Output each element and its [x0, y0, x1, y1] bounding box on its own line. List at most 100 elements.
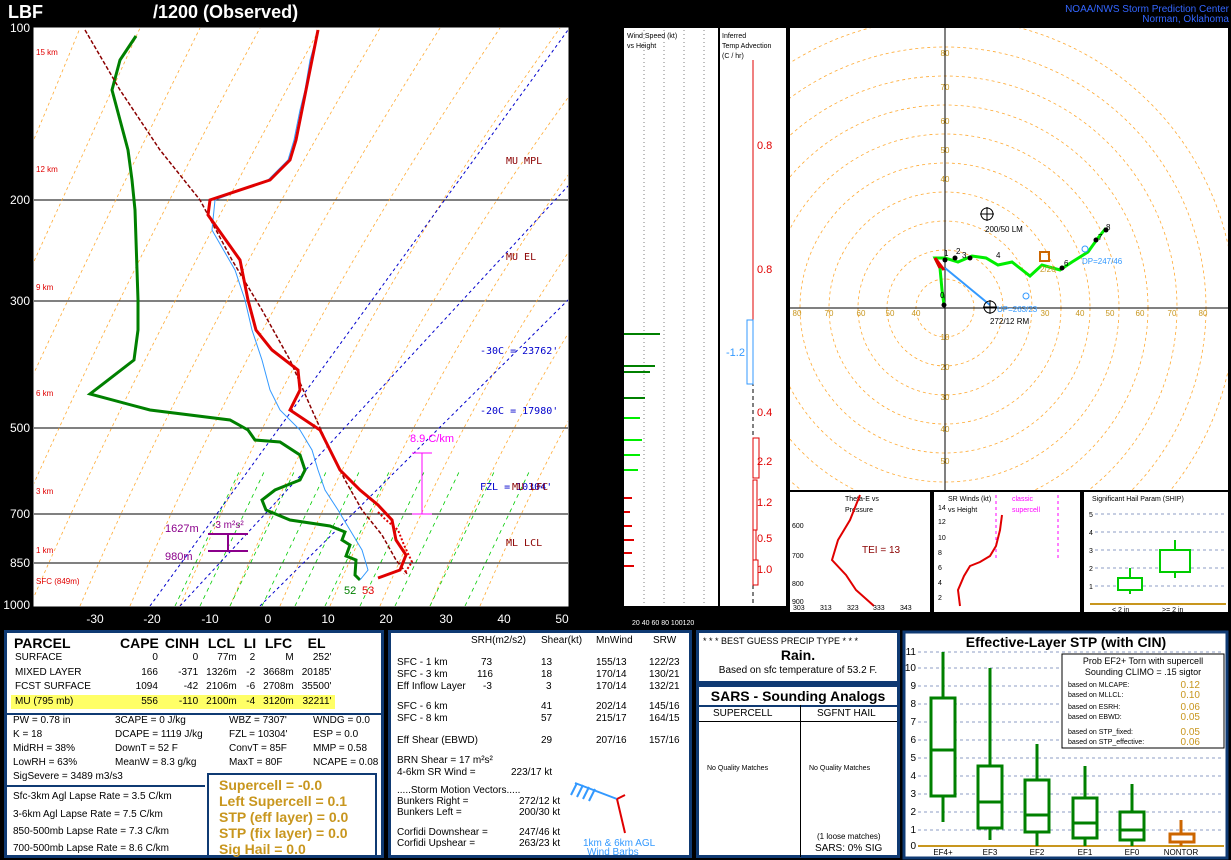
- stat-fzl: FZL = 10304': [229, 729, 288, 740]
- kin-h-mnwind: MnWind: [596, 635, 633, 646]
- org-name: NOAA/NWS Storm Prediction Center: [1065, 4, 1230, 15]
- skewt-panel: 100 200 300 500 700 850 1000 -30 -20 -10…: [3, 21, 611, 626]
- wind-speed-bars: [624, 333, 660, 399]
- lapse-850500: 850-500mb Lapse Rate = 7.3 C/km: [13, 826, 169, 837]
- srwinds-t10: 10: [938, 535, 946, 542]
- sars-nq2: No Quality Matches: [809, 765, 871, 772]
- label-lm: 200/50 LM: [985, 225, 1023, 234]
- h-label-15: 15 km: [36, 48, 58, 57]
- thetae-x3: 323: [847, 605, 859, 612]
- parcel-cell: 0: [152, 652, 158, 663]
- tadv-bars: [752, 60, 760, 586]
- tadv-units: (C / hr): [722, 53, 744, 60]
- parcel-h6: EL: [307, 635, 326, 651]
- p-label-100: 100: [10, 21, 30, 35]
- p-label-200: 200: [10, 193, 30, 207]
- kin-r5-shear: 57: [541, 713, 553, 724]
- parcel-cell: 556: [117, 694, 162, 709]
- parcel-cell: 77m: [217, 652, 237, 663]
- kin-r6-mnwind: 207/16: [596, 735, 627, 746]
- srwinds-trace: [956, 514, 1003, 607]
- wind-panel-title: Wind Speed (kt): [627, 33, 677, 40]
- parcel-cell: 32211': [297, 694, 336, 709]
- hodo-tick-e50: 50: [1106, 309, 1115, 318]
- hodo-tick-w40: 40: [912, 309, 921, 318]
- parcel-cell: 252': [312, 652, 332, 663]
- t-label-50: 50: [555, 612, 569, 626]
- srwinds-t6: 6: [938, 565, 942, 572]
- hodo-tick-w80: 80: [793, 309, 802, 318]
- parcel-row: SURFACE 0 0 77m 2 M 252': [11, 651, 335, 666]
- h-label-3: 3 km: [36, 487, 54, 496]
- isobars: [34, 199, 568, 564]
- cs-marker: [1039, 251, 1050, 262]
- stp-cat-ef2: EF2: [1030, 848, 1045, 857]
- mixing-ratio-lines: [174, 469, 531, 606]
- tadv-val-3: -1.2: [726, 347, 745, 359]
- hodo-tick-e80: 80: [1199, 309, 1208, 318]
- param-stp-fix: STP (fix layer) = 0.0: [219, 825, 348, 841]
- thetae-tei: TEI = 13: [862, 545, 901, 556]
- parcel-cell: -4: [240, 694, 260, 709]
- hodo-tick-n40: 40: [941, 175, 950, 184]
- parcel-cell: M: [285, 652, 294, 663]
- hodo-h6: 6: [1064, 259, 1069, 268]
- stat-wbz: WBZ = 7307': [229, 715, 287, 726]
- wind-panel-subtitle: vs Height: [627, 43, 656, 50]
- thetae-y1: 600: [792, 523, 804, 530]
- sars-title: SARS - Sounding Analogs: [710, 688, 886, 704]
- stp-prob-l4: based on EBWD:: [1068, 714, 1122, 721]
- lapse-36: 3-6km Agl Lapse Rate = 7.5 C/km: [13, 809, 163, 820]
- hodograph-frame: [790, 28, 1228, 490]
- stp-y11: 11: [906, 647, 917, 658]
- agl-barbs-label: 1km & 6km AGL: [583, 838, 656, 849]
- precip-type: Rain.: [780, 647, 816, 663]
- kin-r3-srh: -3: [483, 681, 492, 692]
- stp-y7: 7: [910, 717, 916, 728]
- srwinds-t14: 14: [938, 505, 946, 512]
- ship-panel: Significant Hail Param (SHIP) 5 4 3 2 1 …: [1084, 492, 1228, 614]
- kin-r4-label: SFC - 6 km: [397, 701, 448, 712]
- hodo-tick-e70: 70: [1168, 309, 1177, 318]
- tadv-val-7: 0.5: [757, 533, 772, 545]
- kin-storm-title: .....Storm Motion Vectors.....: [397, 785, 521, 796]
- label-dp: DP=247/46: [1082, 257, 1123, 266]
- stat-esp: ESP = 0.0: [313, 729, 359, 740]
- precip-panel: * * * BEST GUESS PRECIP TYPE * * * Rain.…: [696, 630, 900, 684]
- parcel-cell: 35500': [301, 681, 332, 692]
- stp-prob-v6: 0.06: [1181, 737, 1201, 748]
- stat-ncape: NCAPE = 0.08: [313, 757, 379, 768]
- obs-time: /1200 (Observed): [153, 2, 298, 22]
- parcel-cell: 2708m: [263, 681, 294, 692]
- label-dcape: -3 m²s²: [212, 520, 244, 531]
- parcel-h2: CINH: [164, 635, 200, 651]
- p-label-850: 850: [10, 556, 30, 570]
- hodo-tick-s40: 40: [941, 425, 950, 434]
- kin-bunkers-left-value: 200/30 kt: [519, 807, 561, 818]
- hodo-tick-n80: 80: [941, 49, 950, 58]
- hodo-h3: 3: [962, 251, 967, 260]
- stat-meanw: MeanW = 8.3 g/kg: [115, 757, 197, 768]
- stp-prob-box: [1061, 653, 1225, 749]
- stp-title: Effective-Layer STP (with CIN): [966, 634, 1166, 650]
- kin-r4-srw: 145/16: [649, 701, 680, 712]
- dewpoint-trace: [86, 35, 362, 582]
- stp-cat-nontor: NONTOR: [1164, 848, 1199, 857]
- t-label-m30: -30: [86, 612, 104, 626]
- parcel-cell: SURFACE: [15, 652, 63, 663]
- stp-chart: Effective-Layer STP (with CIN) 11 10 9 8…: [902, 630, 1229, 860]
- param-stp-eff: STP (eff layer) = 0.0: [219, 809, 349, 825]
- wind-speed-panel: Wind Speed (kt) vs Height 20 40 60 80 10: [624, 28, 718, 627]
- kin-bunkers-right: Bunkers Right =: [397, 796, 469, 807]
- parcel-cell: MU (795 mb): [11, 694, 117, 709]
- thetae-x1: 303: [793, 605, 805, 612]
- stp-cat-ef4: EF4+: [933, 848, 953, 857]
- t-label-m20: -20: [143, 612, 161, 626]
- parcel-cell: -2: [246, 666, 256, 678]
- hodo-h8: 8: [1106, 223, 1111, 232]
- tadv-val-4: 0.4: [757, 407, 772, 419]
- thetae-x4: 333: [873, 605, 885, 612]
- t-label-0: 0: [265, 612, 272, 626]
- stp-prob-v1: 0.12: [1181, 680, 1201, 691]
- sars-nq1: No Quality Matches: [707, 765, 769, 772]
